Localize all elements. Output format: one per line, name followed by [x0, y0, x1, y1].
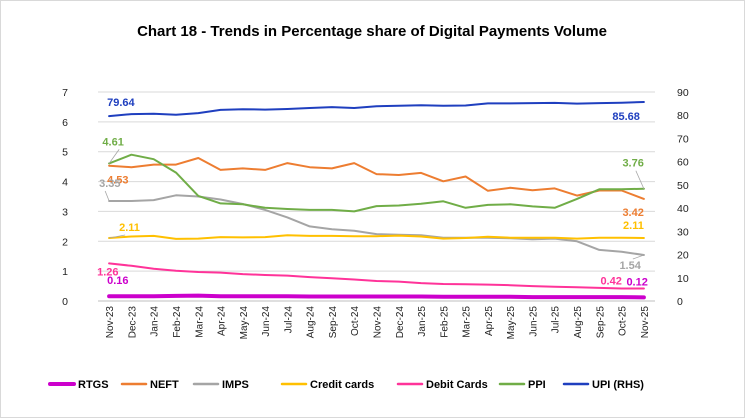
y-right-tick-label: 70	[677, 133, 689, 145]
series-line-rtgs	[107, 293, 646, 300]
y-left-tick-label: 3	[62, 206, 68, 218]
label-leader-line	[109, 234, 126, 239]
y-left-tick-label: 4	[62, 177, 68, 189]
x-tick-label: Jun-25	[528, 306, 539, 337]
chart-title: Chart 18 - Trends in Percentage share of…	[137, 23, 607, 40]
data-label: 2.11	[119, 222, 140, 234]
x-tick-label: Nov-25	[640, 306, 651, 339]
legend-entry: NEFT	[150, 379, 179, 391]
y-right-tick-label: 50	[677, 180, 689, 192]
data-label: 1.54	[619, 260, 641, 272]
y-right-tick-label: 10	[677, 273, 689, 285]
x-tick-label: Jan-25	[417, 306, 428, 337]
legend-entry: Credit cards	[310, 379, 374, 391]
x-tick-label: Oct-24	[350, 306, 361, 336]
data-label: 2.11	[623, 220, 644, 232]
series-line-upi-rhs	[108, 101, 645, 118]
y-right-tick-label: 0	[677, 296, 683, 308]
x-tick-label: Oct-25	[618, 306, 629, 336]
x-tick-label: Nov-23	[105, 306, 116, 339]
x-tick-label: Jul-24	[283, 306, 294, 334]
data-label: 0.42	[600, 275, 621, 287]
x-tick-label: Jun-24	[261, 306, 272, 337]
y-right-tick-label: 60	[677, 157, 689, 169]
series-lines	[107, 101, 646, 300]
data-label: 85.68	[612, 111, 640, 123]
x-tick-label: Nov-24	[373, 306, 384, 339]
x-tick-label: Feb-24	[172, 306, 183, 338]
y-left-tick-label: 1	[62, 266, 68, 278]
y-right-tick-label: 90	[677, 87, 689, 99]
x-tick-label: May-25	[506, 306, 517, 340]
x-tick-label: Feb-25	[439, 306, 450, 338]
y-right-tick-label: 20	[677, 250, 689, 262]
label-leader-line	[104, 190, 110, 202]
x-tick-label: Dec-23	[127, 306, 138, 339]
legend-entry: PPI	[528, 379, 546, 391]
label-leader-line	[108, 149, 120, 164]
x-tick-label: Jul-25	[551, 306, 562, 334]
legend-entry: UPI (RHS)	[592, 379, 644, 391]
legend-entry: IMPS	[222, 379, 249, 391]
series-line-debit-cards	[108, 262, 645, 290]
legend-entry: RTGS	[78, 379, 109, 391]
label-leader-line	[635, 170, 645, 189]
x-tick-label: Apr-25	[484, 306, 495, 336]
data-label: 3.76	[622, 158, 643, 170]
data-label: 3.42	[622, 207, 643, 219]
data-label: 0.16	[107, 275, 128, 287]
x-tick-label: Mar-25	[462, 306, 473, 338]
x-tick-label: Sep-24	[328, 306, 339, 339]
data-label: 0.12	[626, 276, 647, 288]
data-label: 1.26	[97, 266, 118, 278]
series-line-neft	[108, 157, 645, 200]
data-label: 4.53	[107, 175, 128, 187]
x-tick-label: Dec-24	[395, 306, 406, 339]
legend-entry: Debit Cards	[426, 379, 488, 391]
series-line-ppi	[108, 153, 645, 213]
x-tick-label: Aug-24	[306, 306, 317, 339]
y-left-tick-label: 6	[62, 117, 68, 129]
x-tick-label: Mar-24	[194, 306, 205, 338]
data-label: 3.35	[99, 178, 120, 190]
y-left-tick-label: 0	[62, 296, 68, 308]
data-label: 4.61	[102, 136, 123, 148]
y-right-tick-label: 40	[677, 203, 689, 215]
y-left-tick-label: 2	[62, 236, 68, 248]
series-line-credit-cards	[108, 234, 645, 240]
y-right-tick-label: 30	[677, 226, 689, 238]
x-tick-label: Sep-25	[595, 306, 606, 339]
data-label: 79.64	[107, 97, 135, 109]
x-tick-label: Jan-24	[150, 306, 161, 337]
x-tick-label: Aug-25	[573, 306, 584, 339]
x-tick-label: Apr-24	[217, 306, 228, 336]
y-left-tick-label: 5	[62, 147, 68, 159]
y-right-tick-label: 80	[677, 110, 689, 122]
data-labels: 79.64 85.68 4.61 3.76 4.53 3.42 3.35 1.54 2.11 2.…	[97, 97, 648, 288]
x-tick-label: May-24	[239, 306, 250, 340]
legend: RTGS NEFT IMPS Credit cards Debit Cards PPI UP…	[48, 379, 644, 391]
label-leader-line	[632, 254, 644, 260]
y-left-tick-label: 7	[62, 87, 68, 99]
